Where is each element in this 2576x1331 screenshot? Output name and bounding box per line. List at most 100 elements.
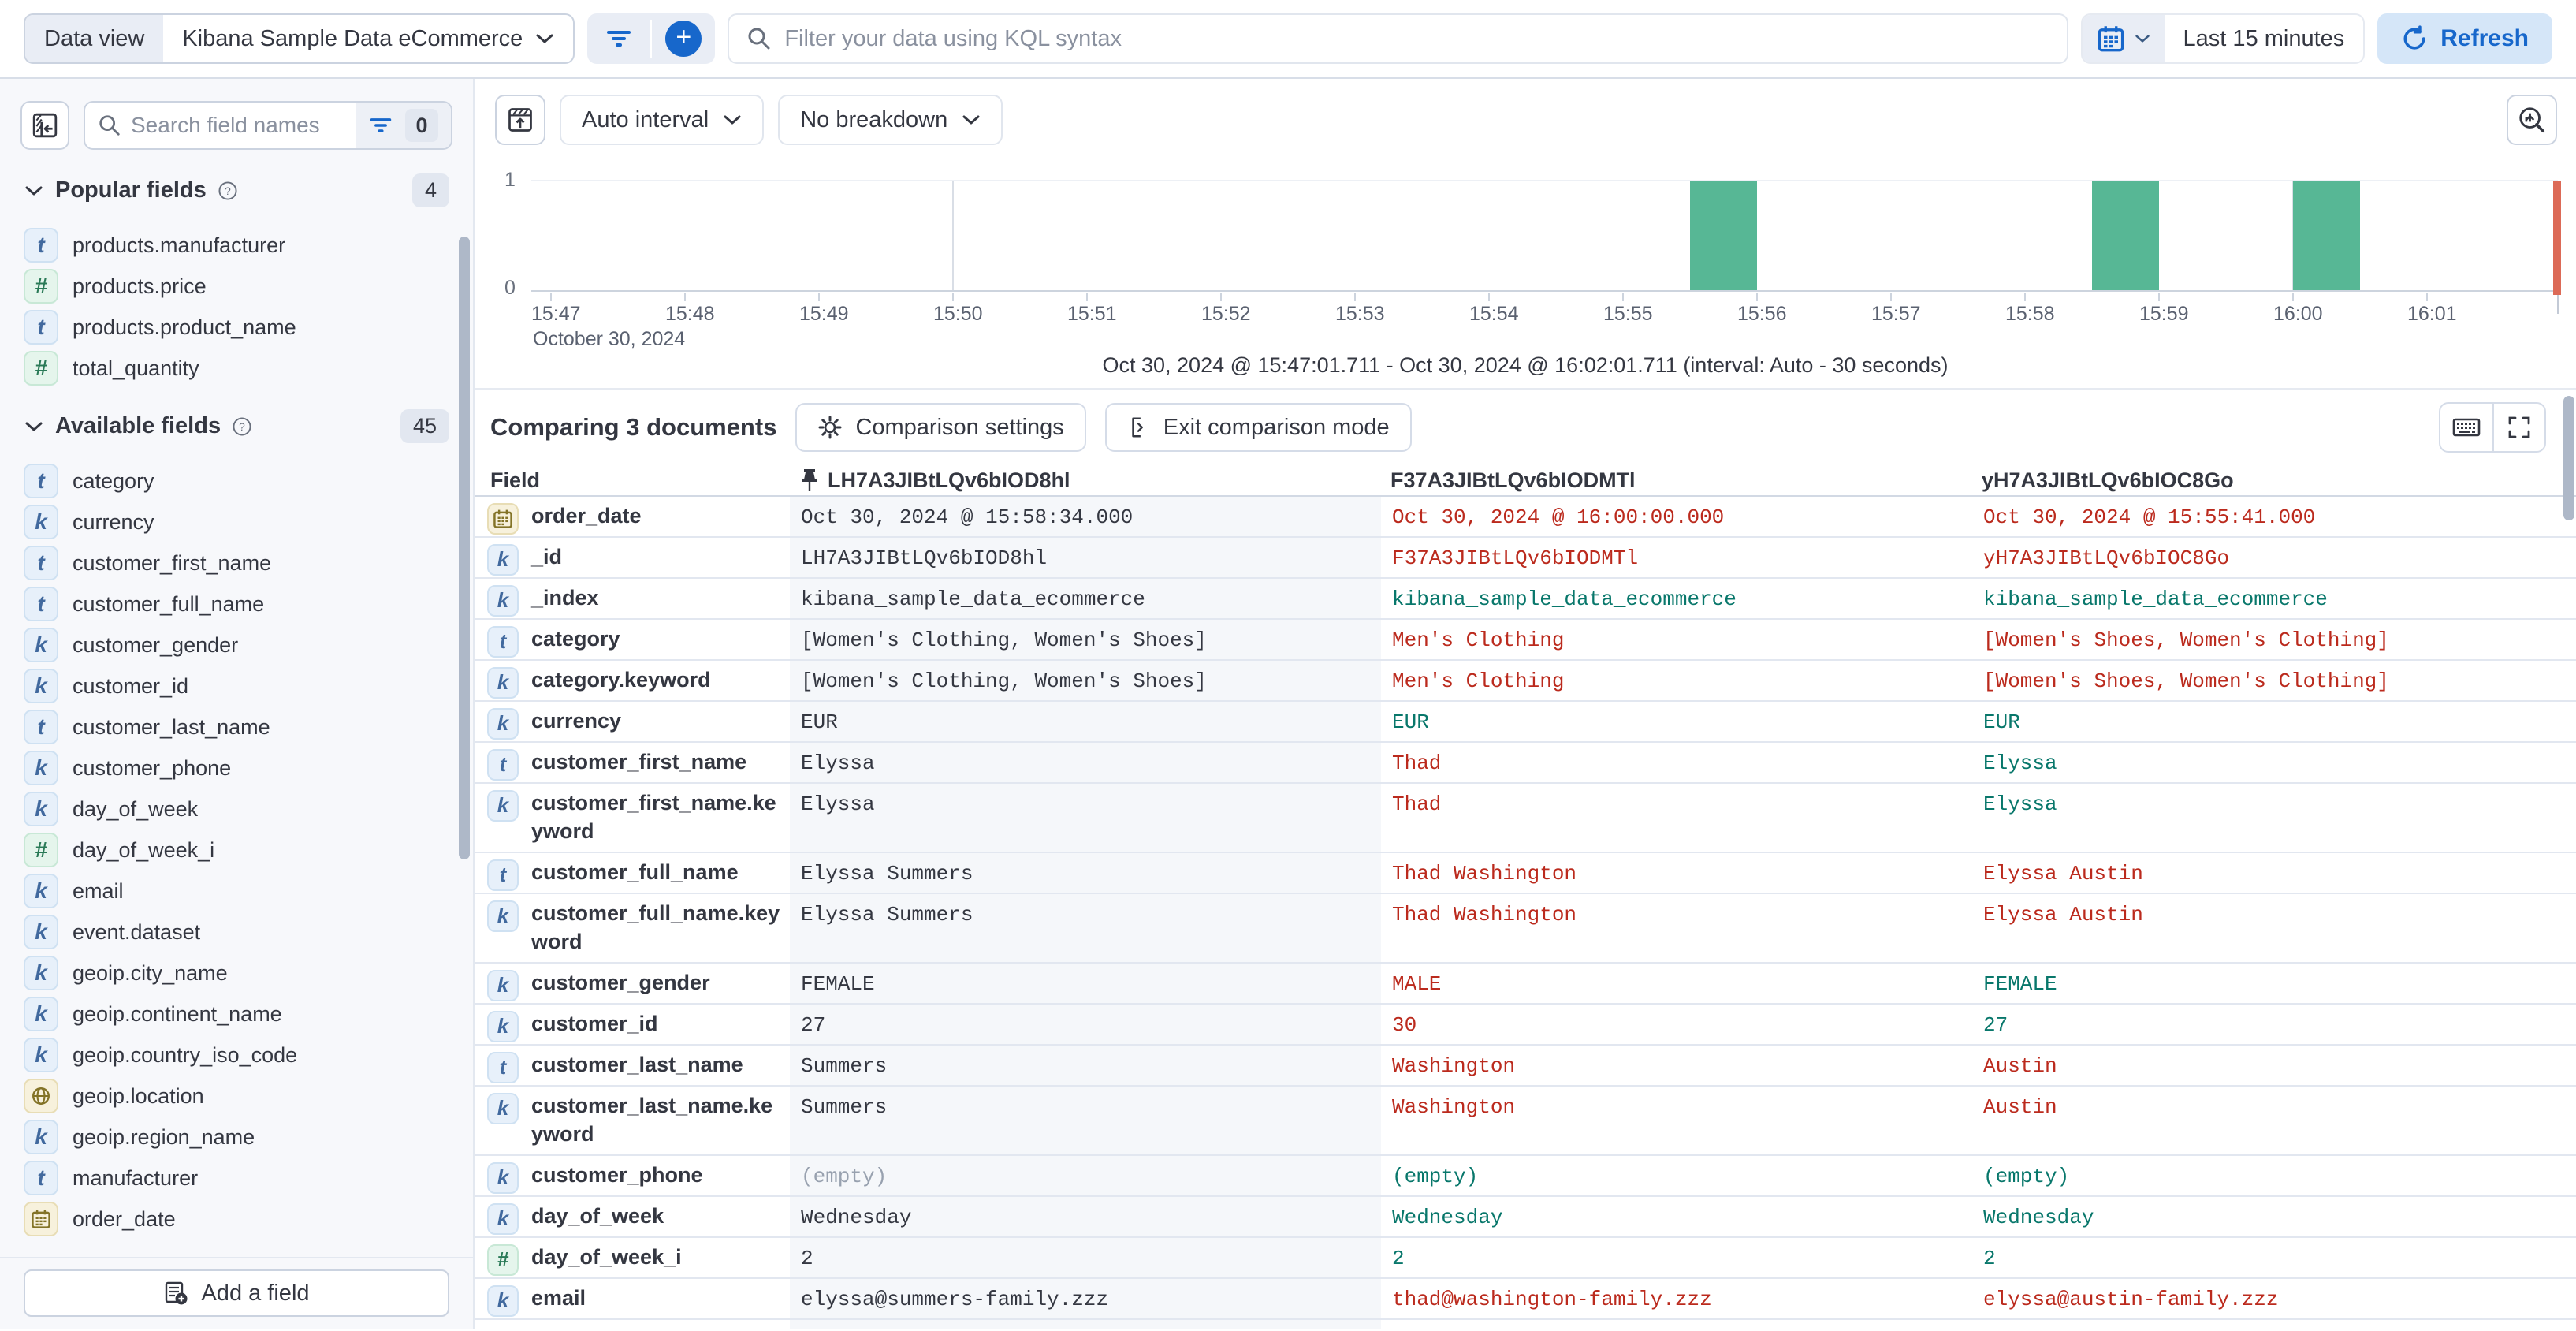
value-cell: Elyssa Summers [790, 853, 1381, 893]
field-cell[interactable]: k email [475, 1279, 790, 1318]
x-axis-tick [818, 293, 820, 301]
edit-visualization-button[interactable] [2507, 95, 2557, 145]
chart-controls: Auto interval No breakdown [495, 95, 2557, 145]
x-axis-tick-label: 15:59 [2139, 303, 2189, 325]
field-cell[interactable]: k day_of_week [475, 1197, 790, 1236]
fullscreen-button[interactable] [2492, 404, 2544, 451]
time-picker-calendar-button[interactable] [2082, 15, 2165, 62]
keyword-token-icon: k [24, 669, 58, 703]
field-cell[interactable]: k customer_gender [475, 964, 790, 1003]
table-scrollbar[interactable] [2563, 396, 2574, 520]
kql-filter-button[interactable] [587, 13, 650, 64]
sidebar-field-item[interactable]: k event.dataset [24, 915, 449, 949]
comparison-settings-button[interactable]: Comparison settings [795, 403, 1086, 452]
x-axis-tick [1086, 293, 1088, 301]
field-cell[interactable]: k customer_phone [475, 1156, 790, 1195]
x-axis-date-label: October 30, 2024 [533, 328, 686, 350]
data-view-value[interactable]: Kibana Sample Data eCommerce [182, 25, 523, 51]
kql-search-input[interactable] [784, 25, 2049, 52]
available-fields-header[interactable]: Available fields ? 45 [24, 409, 449, 443]
sidebar-field-item[interactable]: t category [24, 464, 449, 498]
field-name-label: email [73, 878, 124, 903]
table-row: t category [Women's Clothing, Women's Shoe… [475, 620, 2576, 661]
field-cell[interactable]: t customer_first_name [475, 743, 790, 782]
x-axis-tick-label: 15:54 [1469, 303, 1519, 325]
sidebar-field-item[interactable]: k geoip.city_name [24, 956, 449, 990]
field-cell[interactable]: k customer_first_name.keyword [475, 784, 790, 852]
time-range-value[interactable]: Last 15 minutes [2183, 25, 2345, 51]
x-axis-tick [1220, 293, 1222, 301]
keyboard-shortcuts-button[interactable] [2440, 404, 2492, 451]
field-cell[interactable]: k currency [475, 702, 790, 741]
histogram-chart: 1 0 15:47 15:48 15:49 15:50 15:51 15:52 15:53 15:… [504, 169, 2561, 350]
table-row: t customer_first_name Elyssa Thad Elyssa [475, 743, 2576, 784]
collapse-sidebar-button[interactable] [20, 101, 69, 150]
sidebar-field-item[interactable]: t manufacturer [24, 1161, 449, 1195]
hide-chart-button[interactable] [495, 95, 545, 145]
data-view-picker[interactable]: Data view Kibana Sample Data eCommerce [24, 13, 575, 64]
add-field-button[interactable]: Add a field [24, 1269, 449, 1317]
value-cell: Elyssa [790, 784, 1381, 852]
breakdown-dropdown[interactable]: No breakdown [778, 95, 1003, 145]
keyboard-icon [2452, 416, 2481, 439]
number-token-icon: # [24, 351, 58, 386]
field-filter-icon[interactable] [369, 116, 393, 135]
field-name-label: customer_last_name.keyword [531, 1094, 773, 1146]
sidebar-field-item[interactable]: t customer_first_name [24, 546, 449, 580]
sidebar-field-item[interactable]: k geoip.country_iso_code [24, 1038, 449, 1072]
sidebar-field-item[interactable]: k currency [24, 505, 449, 539]
sidebar-field-item[interactable]: k geoip.region_name [24, 1120, 449, 1154]
field-cell[interactable]: k customer_full_name.keyword [475, 894, 790, 962]
field-cell[interactable]: k customer_id [475, 1005, 790, 1044]
sidebar-field-item[interactable]: k customer_phone [24, 751, 449, 785]
field-cell[interactable]: t category [475, 620, 790, 659]
add-filter-button[interactable]: + [652, 13, 715, 64]
field-cell[interactable]: order_date [475, 497, 790, 536]
sidebar-field-item[interactable]: geoip.location [24, 1079, 449, 1113]
filter-icon [605, 28, 632, 49]
sidebar-field-item[interactable]: # day_of_week_i [24, 833, 449, 867]
x-axis-tick-label: 15:49 [798, 303, 849, 325]
sidebar-field-item[interactable]: k customer_id [24, 669, 449, 703]
field-search-input[interactable] [121, 113, 356, 138]
popular-fields-header[interactable]: Popular fields ? 4 [24, 173, 449, 207]
sidebar-scrollbar[interactable] [459, 237, 470, 859]
x-axis-tick-label: 15:51 [1067, 303, 1117, 325]
sidebar-field-item[interactable]: k email [24, 874, 449, 908]
sidebar-field-item[interactable]: t customer_last_name [24, 710, 449, 744]
sidebar-field-item[interactable]: order_date [24, 1202, 449, 1236]
field-cell[interactable]: # day_of_week_i [475, 1238, 790, 1277]
table-row-partial [475, 1320, 2576, 1329]
interval-dropdown[interactable]: Auto interval [560, 95, 765, 145]
available-fields-title: Available fields [55, 413, 221, 438]
text-token-icon: t [487, 859, 519, 891]
sidebar-field-item[interactable]: k day_of_week [24, 792, 449, 826]
field-cell[interactable]: k category.keyword [475, 661, 790, 700]
field-search[interactable]: 0 [84, 101, 452, 150]
field-cell[interactable]: t customer_full_name [475, 853, 790, 893]
value-cell: Elyssa Summers [790, 894, 1381, 962]
sidebar-field-item[interactable]: t products.product_name [24, 310, 449, 345]
table-row: k customer_first_name.keyword Elyssa Thad El… [475, 784, 2576, 853]
field-cell[interactable]: t customer_last_name [475, 1046, 790, 1085]
sidebar-field-item[interactable]: # total_quantity [24, 351, 449, 386]
field-name-label: customer_id [531, 1012, 658, 1035]
exit-comparison-button[interactable]: Exit comparison mode [1104, 403, 1412, 452]
field-cell[interactable]: k customer_last_name.keyword [475, 1087, 790, 1154]
sidebar-field-item[interactable]: t products.manufacturer [24, 228, 449, 263]
field-name-label: currency [531, 709, 622, 733]
kql-search-bar[interactable] [728, 13, 2068, 64]
field-name-label: event.dataset [73, 919, 201, 944]
sidebar-field-item[interactable]: k customer_gender [24, 628, 449, 662]
sidebar-field-item[interactable]: k geoip.continent_name [24, 997, 449, 1031]
refresh-button[interactable]: Refresh [2377, 13, 2552, 64]
pin-icon[interactable] [799, 468, 820, 492]
x-axis-tick [684, 293, 686, 301]
text-token-icon: t [24, 546, 58, 580]
field-cell[interactable]: k _id [475, 538, 790, 577]
field-cell[interactable]: k _index [475, 579, 790, 618]
sidebar-field-item[interactable]: t customer_full_name [24, 587, 449, 621]
sidebar-field-item[interactable]: # products.price [24, 269, 449, 304]
text-token-icon: t [24, 310, 58, 345]
